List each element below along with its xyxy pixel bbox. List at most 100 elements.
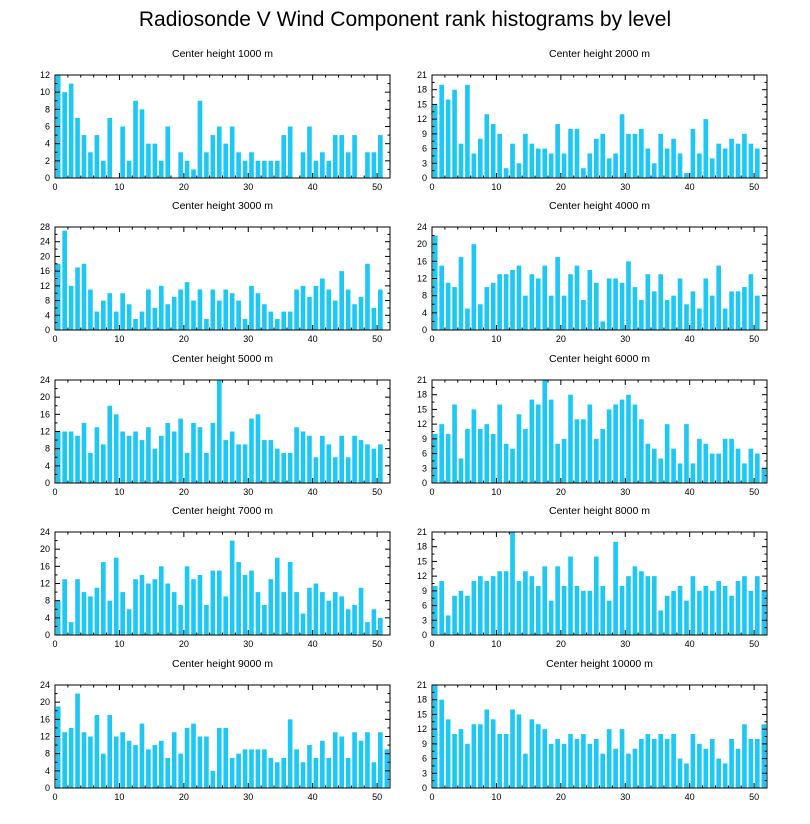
histogram-bar	[62, 732, 67, 788]
histogram-bar	[535, 724, 541, 788]
histogram-bar	[523, 753, 528, 788]
histogram-bar	[268, 311, 274, 330]
histogram-bar	[197, 289, 203, 330]
histogram-bar	[755, 738, 760, 788]
y-tick-label: 21	[417, 527, 427, 537]
histogram-bar	[326, 757, 332, 788]
histogram-bar	[300, 613, 306, 635]
histogram-bar	[378, 289, 383, 330]
histogram-bar	[703, 278, 709, 330]
panel-title: Center height 1000 m	[172, 48, 273, 60]
histogram-bar	[478, 576, 483, 635]
histogram-bar	[471, 724, 477, 788]
histogram-bar	[606, 158, 612, 178]
histogram-bar	[690, 291, 696, 331]
x-tick-label: 50	[749, 487, 759, 497]
histogram-bar	[197, 427, 203, 483]
histogram-bar	[735, 291, 741, 331]
histogram-bar	[332, 457, 338, 483]
histogram-bar	[471, 581, 477, 635]
x-tick-label: 40	[308, 792, 318, 802]
histogram-bar	[542, 729, 548, 788]
histogram-bar	[742, 133, 747, 178]
histogram-bar	[619, 585, 625, 635]
x-tick-label: 20	[556, 182, 566, 192]
histogram-bar	[178, 418, 183, 484]
histogram-bar	[639, 571, 644, 635]
histogram-bar	[548, 743, 554, 788]
histogram-bar	[300, 285, 306, 330]
histogram-bar	[384, 749, 390, 789]
histogram-bar	[664, 299, 670, 330]
histogram-bar	[690, 128, 696, 178]
histogram-bar	[345, 457, 351, 483]
histogram-bar	[510, 709, 515, 788]
histogram-bar	[126, 304, 132, 330]
histogram-bar	[307, 745, 312, 788]
x-tick-label: 30	[620, 487, 630, 497]
histogram-panel: Center height 4000 m 0 10 20 30 40 50 0 4 8 12 16 20…	[417, 200, 768, 344]
histogram-bar	[184, 566, 190, 635]
histogram-bar	[593, 438, 599, 483]
y-tick-label: 16	[40, 561, 50, 571]
histogram-bar	[120, 293, 125, 330]
histogram-bar	[262, 304, 267, 330]
histogram-bar	[216, 727, 222, 788]
histogram-bar	[587, 743, 593, 788]
histogram-bar	[274, 318, 280, 330]
histogram-bar	[432, 685, 438, 788]
histogram-bar	[709, 738, 715, 788]
y-tick-label: 24	[40, 237, 50, 247]
histogram-bar	[497, 404, 502, 483]
histogram-bar	[490, 282, 496, 330]
histogram-panel: Center height 8000 m 0 10 20 30 40 50 0 3 6 9 12 15 1…	[417, 505, 768, 649]
x-tick-label: 20	[556, 792, 566, 802]
y-tick-label: 8	[422, 291, 427, 301]
y-tick-label: 4	[45, 766, 50, 776]
histogram-bar	[748, 738, 754, 788]
histogram-bar	[358, 740, 364, 788]
histogram-bar	[677, 278, 683, 330]
histogram-bar	[639, 128, 644, 178]
x-tick-label: 0	[429, 182, 434, 192]
histogram-bar	[542, 380, 548, 483]
histogram-bar	[281, 135, 287, 178]
y-tick-label: 8	[45, 296, 50, 306]
histogram-bar	[651, 448, 657, 483]
histogram-bar	[748, 590, 754, 635]
histogram-bar	[152, 579, 158, 635]
histogram-bar	[645, 274, 651, 330]
histogram-bar	[358, 440, 364, 483]
histogram-bar	[204, 452, 209, 483]
histogram-bar	[632, 566, 638, 635]
histogram-bar	[197, 100, 203, 178]
histogram-bar	[484, 114, 490, 178]
histogram-bar	[697, 743, 702, 788]
histogram-bar	[236, 562, 241, 635]
histogram-bar	[152, 745, 158, 788]
histogram-bar	[139, 723, 145, 789]
y-tick-label: 12	[40, 579, 50, 589]
histogram-bar	[236, 300, 241, 330]
histogram-bar	[378, 135, 383, 178]
histogram-bar	[229, 540, 235, 635]
histogram-bar	[332, 592, 338, 635]
histogram-bar	[555, 738, 560, 788]
histogram-bar	[268, 440, 274, 483]
histogram-bar	[287, 311, 293, 330]
histogram-bar	[651, 291, 657, 331]
histogram-bar	[68, 285, 74, 330]
y-tick-label: 20	[40, 251, 50, 261]
histogram-bar	[722, 438, 728, 483]
histogram-bar	[68, 622, 74, 636]
histogram-bar	[165, 422, 171, 483]
y-tick-label: 15	[417, 709, 427, 719]
histogram-bar	[684, 304, 689, 330]
histogram-bar	[242, 318, 248, 330]
y-tick-label: 4	[422, 308, 427, 318]
y-tick-label: 12	[40, 427, 50, 437]
histogram-bar	[75, 435, 80, 483]
histogram-bar	[606, 278, 612, 330]
histogram-bar	[561, 153, 567, 178]
histogram-bar	[274, 160, 280, 178]
